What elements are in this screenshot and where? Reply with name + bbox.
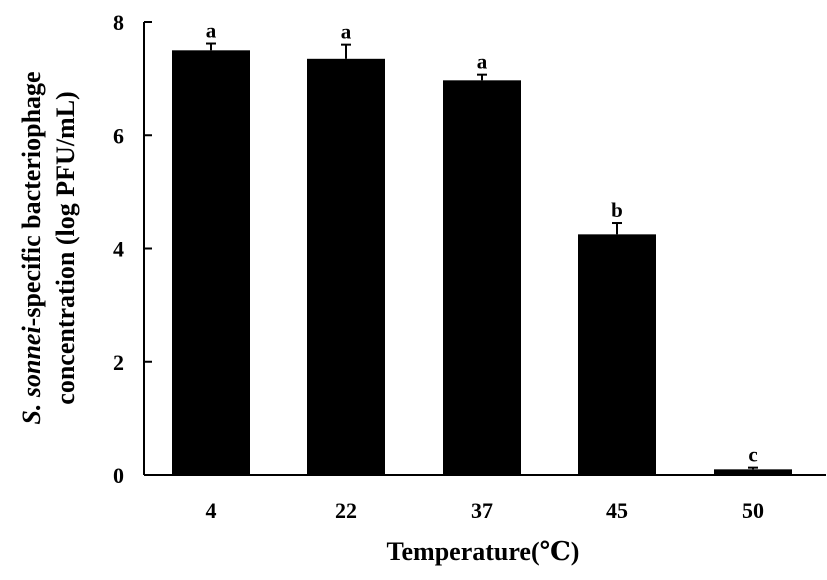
y-ticks: 0 2 4 6 8	[113, 10, 152, 488]
x-axis-title: Temperature(℃)	[387, 537, 580, 566]
bar-50	[714, 469, 792, 475]
x-tick-label-50: 50	[742, 498, 764, 523]
y-tick-label: 8	[113, 10, 124, 35]
x-tick-label-37: 37	[471, 498, 493, 523]
significance-label-22: a	[341, 20, 352, 44]
significance-labels: a a a b c	[206, 19, 758, 467]
x-tick-label-45: 45	[606, 498, 628, 523]
significance-label-4: a	[206, 19, 217, 43]
error-bars	[206, 42, 758, 470]
y-axis-title-line1: S. sonnei-specific bacteriophage	[17, 71, 46, 424]
significance-label-45: b	[611, 198, 623, 222]
bars	[172, 50, 792, 476]
y-axis-title-species: S. sonnei	[17, 326, 46, 425]
x-ticks: 4 22 37 45 50	[206, 498, 765, 523]
significance-label-37: a	[477, 50, 488, 74]
bar-37	[443, 80, 521, 475]
bar-45	[578, 234, 656, 475]
y-axis-title-suffix: -specific bacteriophage	[17, 71, 46, 326]
y-tick-label: 6	[113, 123, 124, 148]
significance-label-50: c	[748, 443, 757, 467]
x-tick-label-22: 22	[335, 498, 357, 523]
bar-4	[172, 50, 250, 475]
y-axis-title-line2: concentration (log PFU/mL)	[51, 91, 80, 404]
y-tick-label: 4	[113, 237, 124, 262]
y-tick-label: 0	[113, 463, 124, 488]
y-tick-label: 2	[113, 350, 124, 375]
x-tick-label-4: 4	[206, 498, 217, 523]
bar-22	[307, 58, 385, 476]
